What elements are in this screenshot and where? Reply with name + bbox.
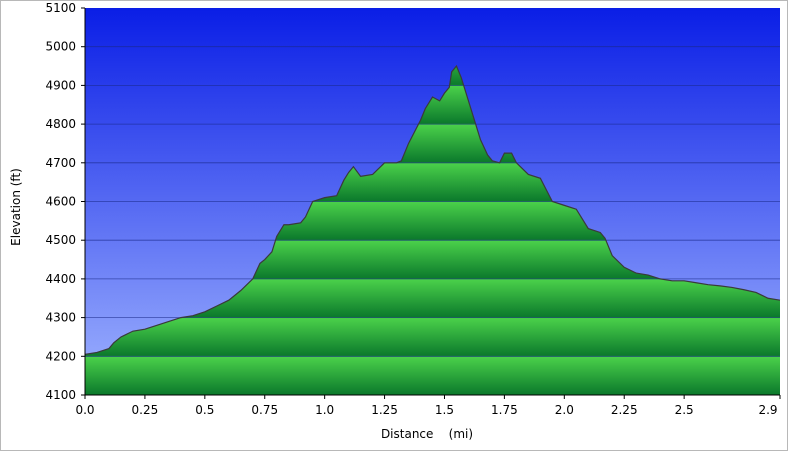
y-tick-label: 4800: [45, 117, 76, 131]
y-tick-label: 4300: [45, 311, 76, 325]
y-tick-label: 4200: [45, 349, 76, 363]
y-tick-label: 4400: [45, 272, 76, 286]
x-tick-label: 2.0: [555, 403, 574, 417]
y-tick-label: 4100: [45, 388, 76, 402]
y-tick-label: 4600: [45, 195, 76, 209]
y-axis-title: Elevation (ft): [9, 168, 23, 246]
y-tick-label: 5100: [45, 1, 76, 15]
elevation-area: [85, 66, 780, 396]
x-axis-title: Distance (mi): [381, 427, 473, 441]
y-tick-label: 4700: [45, 156, 76, 170]
x-tick-label: 1.25: [371, 403, 398, 417]
x-tick-label: 2.5: [675, 403, 694, 417]
elevation-profile-line: [84, 64, 781, 355]
x-tick-label: 1.5: [435, 403, 454, 417]
y-tick-label: 4500: [45, 233, 76, 247]
x-tick-label: 0.5: [195, 403, 214, 417]
x-tick-label: 0.25: [132, 403, 159, 417]
x-tick-label: 0.75: [251, 403, 278, 417]
x-tick-label: 1.0: [315, 403, 334, 417]
x-tick-label: 2.9: [758, 403, 777, 417]
x-tick-label: 2.25: [611, 403, 638, 417]
y-tick-label: 4900: [45, 78, 76, 92]
x-tick-label: 0.0: [75, 403, 94, 417]
y-tick-label: 5000: [45, 40, 76, 54]
x-tick-label: 1.75: [491, 403, 518, 417]
